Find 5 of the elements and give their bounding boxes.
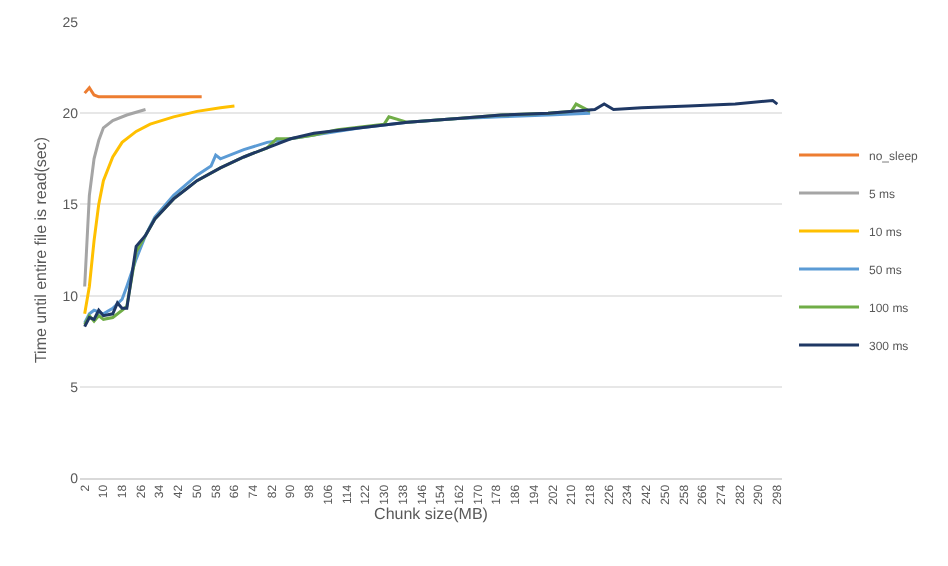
- x-axis-title: Chunk size(MB): [374, 505, 489, 524]
- line-series: [83, 104, 236, 316]
- line-series: [83, 108, 148, 288]
- y-axis-title: Time until entire file is read(sec): [31, 136, 50, 364]
- line-series: [83, 98, 779, 329]
